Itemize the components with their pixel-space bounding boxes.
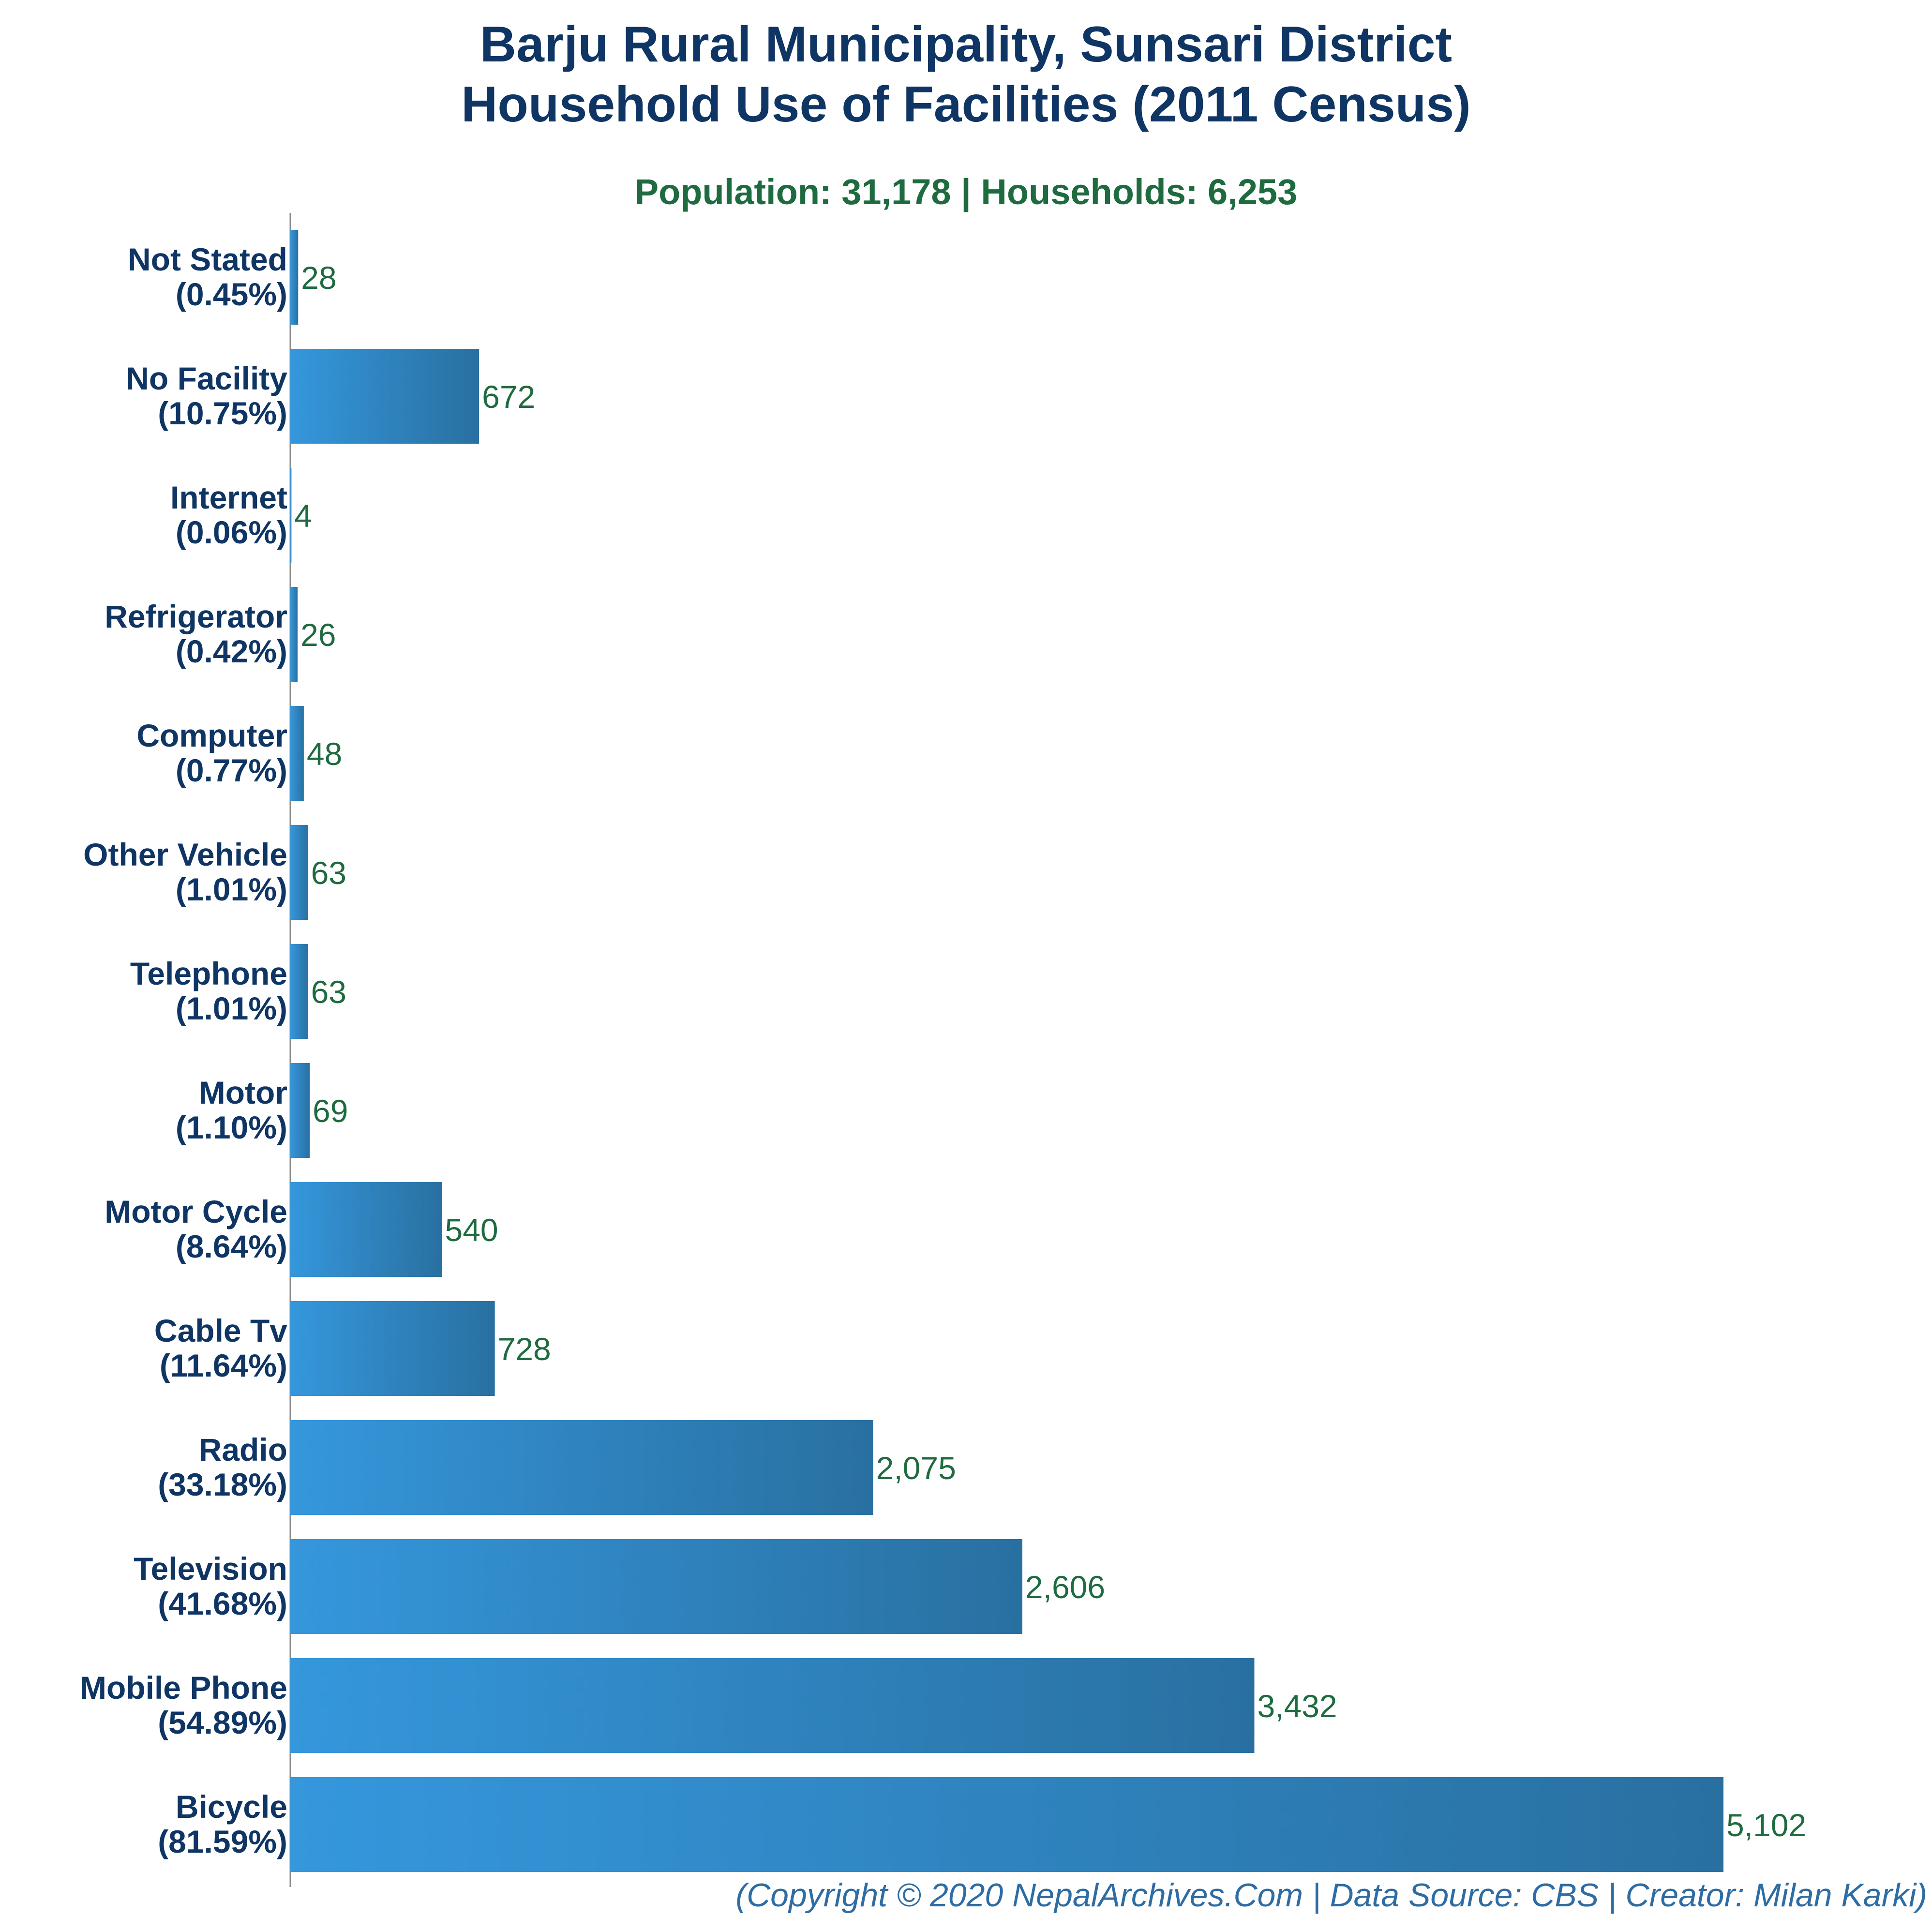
bar-other-vehicle (290, 825, 308, 920)
category-label: Not Stated (0.45%) (128, 241, 287, 312)
bar-bicycle (290, 1777, 1723, 1872)
value-label: 3,432 (1257, 1688, 1337, 1724)
category-label: Computer (0.77%) (136, 718, 287, 788)
category-label: Refrigerator (0.42%) (105, 599, 287, 669)
value-label: 2,075 (876, 1450, 956, 1486)
bar-internet (290, 468, 292, 563)
category-label: Radio (33.18%) (158, 1432, 287, 1502)
value-label: 728 (498, 1331, 551, 1367)
chart-title-line1: Barju Rural Municipality, Sunsari Distri… (479, 16, 1453, 73)
bar-not-stated (290, 230, 299, 325)
value-label: 26 (300, 617, 336, 653)
bar-refrigerator (290, 587, 298, 682)
bar-motor-cycle (290, 1182, 442, 1277)
chart-title-line2: Household Use of Facilities (2011 Census… (461, 76, 1471, 133)
bar-no-facility (290, 349, 479, 444)
bar-radio (290, 1420, 873, 1515)
bar-telephone (290, 944, 308, 1039)
category-label: Television (41.68%) (134, 1551, 287, 1621)
category-label: Mobile Phone (54.89%) (80, 1670, 287, 1740)
category-label: Internet (0.06%) (170, 479, 287, 550)
value-label: 2,606 (1025, 1569, 1105, 1605)
chart-subtitle: Population: 31,178 | Households: 6,253 (634, 172, 1298, 212)
value-label: 63 (311, 855, 346, 891)
bar-cable-tv (290, 1301, 495, 1396)
value-label: 540 (445, 1212, 498, 1248)
category-label: Other Vehicle (1.01%) (83, 837, 287, 907)
bar-computer (290, 706, 304, 801)
value-label: 69 (313, 1093, 348, 1129)
category-label: Motor Cycle (8.64%) (105, 1194, 287, 1264)
value-label: 63 (311, 974, 346, 1010)
chart-title: Barju Rural Municipality, Sunsari Distri… (0, 15, 1932, 135)
bar-television (290, 1539, 1022, 1634)
category-label: No Facility (10.75%) (126, 360, 287, 431)
bar-mobile-phone (290, 1658, 1255, 1753)
category-label: Cable Tv (11.64%) (154, 1313, 287, 1383)
value-label: 4 (294, 498, 312, 534)
value-label: 28 (301, 260, 336, 296)
value-label: 672 (482, 379, 535, 415)
category-label: Motor (1.10%) (176, 1075, 287, 1145)
value-label: 5,102 (1726, 1807, 1806, 1843)
value-label: 48 (307, 736, 342, 772)
footer-credit: (Copyright © 2020 NepalArchives.Com | Da… (735, 1877, 1927, 1914)
category-label: Bicycle (81.59%) (158, 1789, 287, 1859)
bar-motor (290, 1063, 310, 1158)
category-label: Telephone (1.01%) (130, 956, 287, 1026)
